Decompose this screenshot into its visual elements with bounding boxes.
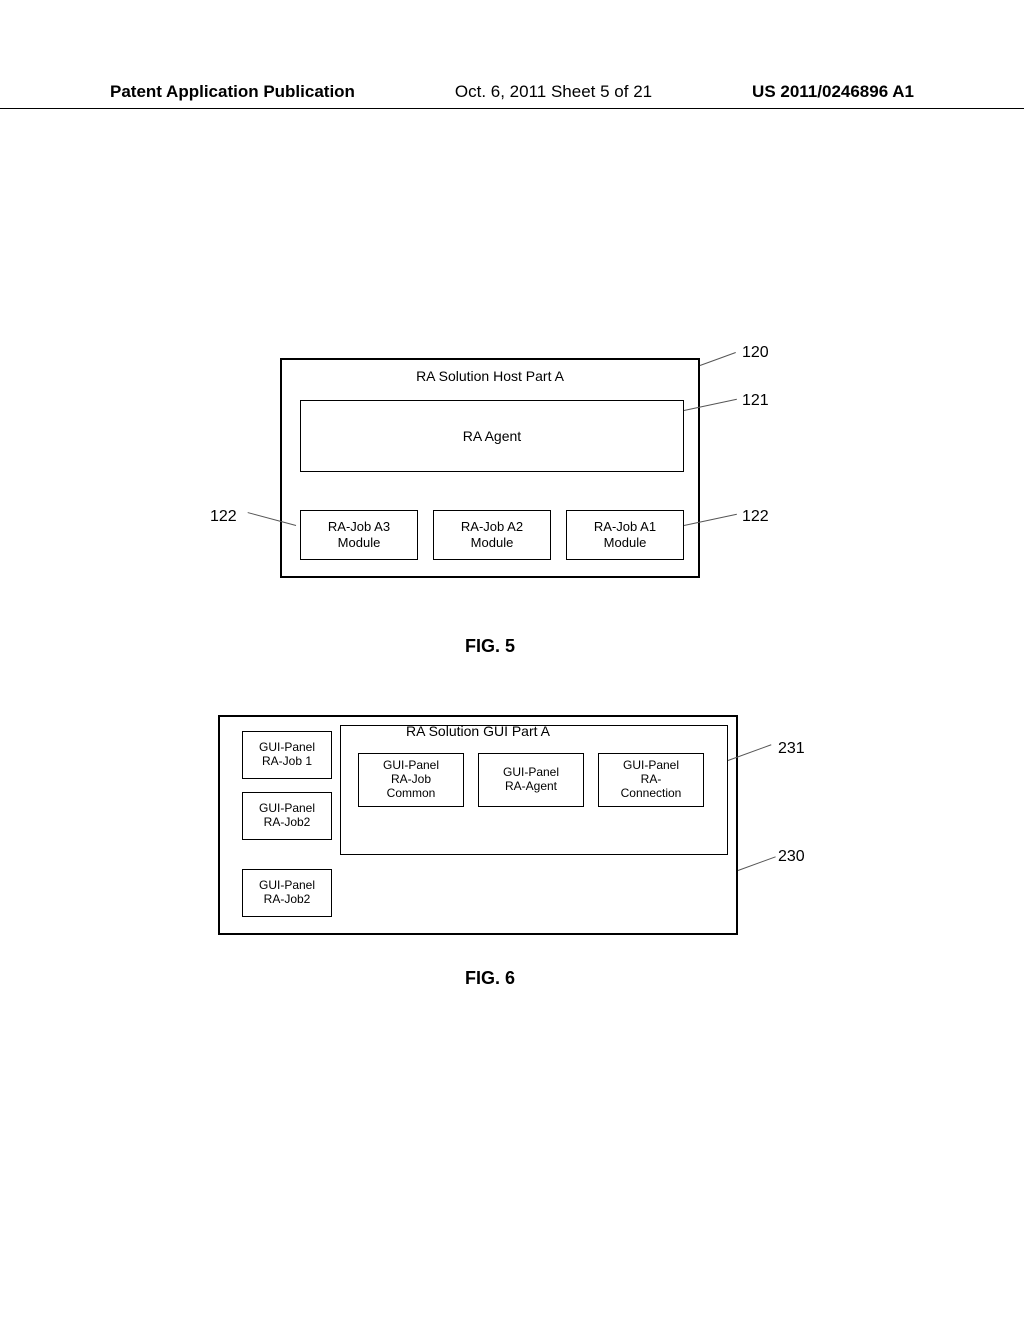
- ref-122-right: 122: [742, 508, 769, 526]
- ref-231: 231: [778, 740, 805, 758]
- job-a1-line2: Module: [604, 535, 647, 551]
- fig6-panel-connection: GUI-Panel RA- Connection: [598, 753, 704, 807]
- fig6-panel-job2a: GUI-Panel RA-Job2: [242, 792, 332, 840]
- job-a2-line1: RA-Job A2: [461, 519, 523, 535]
- header-middle: Oct. 6, 2011 Sheet 5 of 21: [455, 82, 652, 102]
- panel-job1-l1: GUI-Panel: [259, 741, 315, 755]
- page-header: Patent Application Publication Oct. 6, 2…: [0, 82, 1024, 109]
- ref-120: 120: [742, 344, 769, 362]
- panel-conn-l1: GUI-Panel: [623, 759, 679, 773]
- job-a3-line1: RA-Job A3: [328, 519, 390, 535]
- fig5-agent-box: RA Agent: [300, 400, 684, 472]
- fig6-container-box: RA Solution GUI Part A GUI-Panel RA-Job …: [218, 715, 738, 935]
- fig5-agent-label: RA Agent: [463, 428, 521, 444]
- header-right: US 2011/0246896 A1: [752, 82, 914, 102]
- panel-job2a-l1: GUI-Panel: [259, 802, 315, 816]
- fig6-panel-agent: GUI-Panel RA-Agent: [478, 753, 584, 807]
- panel-job1-l2: RA-Job 1: [262, 755, 312, 769]
- fig5-job-a1: RA-Job A1 Module: [566, 510, 684, 560]
- fig5-jobs-row: RA-Job A3 Module RA-Job A2 Module RA-Job…: [300, 510, 684, 560]
- fig6-panel-common: GUI-Panel RA-Job Common: [358, 753, 464, 807]
- panel-common-l2: RA-Job: [391, 773, 431, 787]
- panel-agent-l2: RA-Agent: [505, 780, 557, 794]
- fig5-caption: FIG. 5: [440, 636, 540, 657]
- job-a1-line1: RA-Job A1: [594, 519, 656, 535]
- panel-job2b-l1: GUI-Panel: [259, 879, 315, 893]
- panel-common-l3: Common: [387, 787, 436, 801]
- panel-agent-l1: GUI-Panel: [503, 766, 559, 780]
- panel-conn-l2: RA-: [641, 773, 662, 787]
- ref-230: 230: [778, 848, 805, 866]
- panel-common-l1: GUI-Panel: [383, 759, 439, 773]
- ref-121: 121: [742, 392, 769, 410]
- header-left: Patent Application Publication: [110, 82, 355, 102]
- panel-job2a-l2: RA-Job2: [264, 816, 311, 830]
- fig5-container-box: RA Solution Host Part A RA Agent RA-Job …: [280, 358, 700, 578]
- fig5-job-a2: RA-Job A2 Module: [433, 510, 551, 560]
- fig5-job-a3: RA-Job A3 Module: [300, 510, 418, 560]
- fig5-host-title: RA Solution Host Part A: [282, 368, 698, 384]
- job-a2-line2: Module: [471, 535, 514, 551]
- lead-line-230: [738, 856, 776, 871]
- fig6-panel-job1: GUI-Panel RA-Job 1: [242, 731, 332, 779]
- lead-line-120: [700, 352, 736, 366]
- panel-conn-l3: Connection: [621, 787, 682, 801]
- ref-122-left: 122: [210, 508, 237, 526]
- panel-job2b-l2: RA-Job2: [264, 893, 311, 907]
- job-a3-line2: Module: [338, 535, 381, 551]
- fig6-panel-job2b: GUI-Panel RA-Job2: [242, 869, 332, 917]
- fig6-caption: FIG. 6: [440, 968, 540, 989]
